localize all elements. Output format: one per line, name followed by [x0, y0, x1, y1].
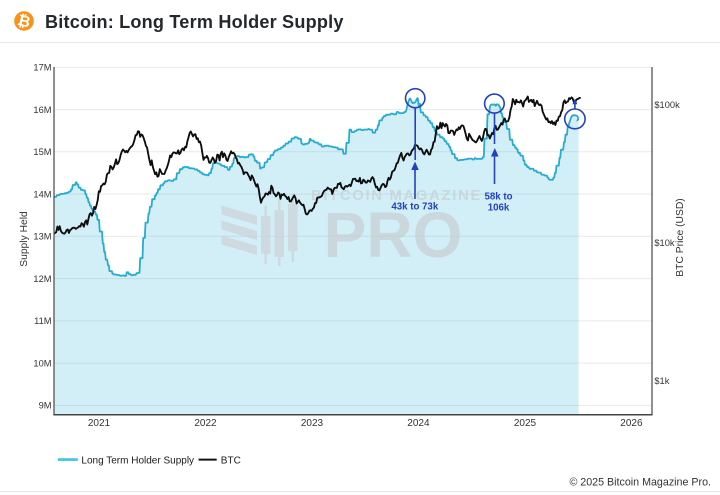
svg-text:BTC: BTC — [221, 455, 241, 466]
svg-text:$10k: $10k — [654, 238, 675, 248]
svg-text:43k to 73k: 43k to 73k — [391, 202, 438, 213]
svg-text:Supply Held: Supply Held — [19, 211, 30, 267]
svg-text:Bitcoin: Long Term Holder Supp: Bitcoin: Long Term Holder Supply — [45, 12, 344, 32]
svg-text:17M: 17M — [33, 63, 51, 73]
svg-text:14M: 14M — [33, 189, 51, 199]
svg-text:PRO: PRO — [324, 199, 463, 271]
svg-text:$100k: $100k — [654, 100, 680, 110]
svg-text:2023: 2023 — [301, 418, 324, 429]
svg-text:9M: 9M — [39, 401, 52, 411]
svg-text:13M: 13M — [33, 232, 51, 242]
svg-text:2022: 2022 — [194, 418, 217, 429]
svg-text:2024: 2024 — [407, 418, 430, 429]
svg-text:© 2025 Bitcoin Magazine Pro.: © 2025 Bitcoin Magazine Pro. — [569, 477, 711, 489]
svg-text:₿: ₿ — [16, 12, 32, 32]
svg-text:$1k: $1k — [654, 376, 669, 386]
svg-text:15M: 15M — [33, 147, 51, 157]
svg-text:11M: 11M — [34, 316, 51, 326]
svg-text:2026: 2026 — [620, 418, 643, 429]
svg-text:16M: 16M — [33, 105, 51, 115]
svg-text:BTC Price (USD): BTC Price (USD) — [675, 198, 686, 276]
svg-text:58k to: 58k to — [485, 191, 513, 202]
svg-text:106k: 106k — [488, 202, 510, 213]
svg-text:10M: 10M — [33, 358, 51, 368]
svg-text:BITCOIN MAGAZINE: BITCOIN MAGAZINE — [311, 188, 482, 204]
svg-text:Long Term Holder Supply: Long Term Holder Supply — [81, 455, 194, 466]
svg-text:2021: 2021 — [88, 418, 111, 429]
svg-text:2025: 2025 — [514, 418, 537, 429]
svg-text:12M: 12M — [33, 274, 51, 284]
